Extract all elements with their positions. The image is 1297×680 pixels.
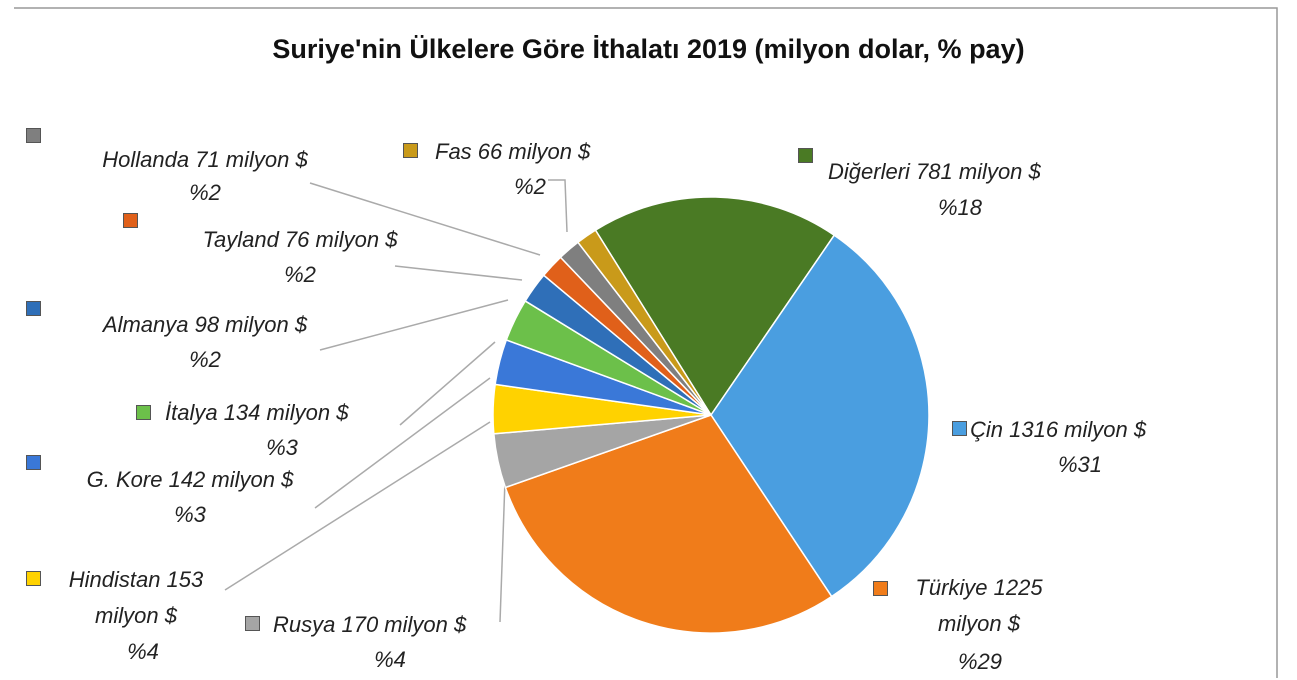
pie-slice: [710, 234, 930, 598]
legend-marker: [798, 148, 813, 163]
share-label: %3: [266, 435, 298, 460]
pie-slice: [576, 229, 712, 416]
share-label: %18: [937, 195, 983, 220]
share-label: %29: [957, 649, 1003, 674]
legend-marker: [26, 128, 41, 143]
data-label: Diğerleri 781 milyon $: [828, 159, 1041, 184]
legend-marker: [245, 616, 260, 631]
legend-marker: [123, 213, 138, 228]
legend-marker: [26, 301, 41, 316]
legend-marker: [136, 405, 151, 420]
data-label: İtalya 134 milyon $: [165, 400, 349, 425]
share-label: %2: [189, 180, 221, 205]
share-label: %4: [127, 639, 159, 664]
share-label: %2: [284, 262, 316, 287]
leader-line: [399, 341, 496, 426]
legend-marker: [403, 143, 418, 158]
leader-line: [548, 179, 568, 233]
legend-marker: [26, 571, 41, 586]
share-label: %2: [514, 174, 546, 199]
legend-marker: [26, 455, 41, 470]
data-label: Çin 1316 milyon $: [970, 417, 1147, 442]
pie-slice: [504, 414, 833, 634]
data-label: Rusya 170 milyon $: [273, 612, 467, 637]
data-label: Hollanda 71 milyon $: [102, 147, 308, 172]
data-label: Hindistan 153 milyon $: [68, 567, 204, 628]
share-label: %4: [374, 647, 406, 672]
share-label: %2: [189, 347, 221, 372]
legend-marker: [873, 581, 888, 596]
data-label: Tayland 76 milyon $: [202, 227, 398, 252]
data-label: Fas 66 milyon $: [435, 139, 591, 164]
leader-line: [499, 479, 506, 623]
leader-line: [309, 182, 541, 256]
legend-marker: [952, 421, 967, 436]
leader-line: [319, 299, 509, 351]
data-label: Almanya 98 milyon $: [102, 312, 308, 337]
share-label: %31: [1057, 452, 1103, 477]
share-label: %3: [174, 502, 206, 527]
chart-title: Suriye'nin Ülkelere Göre İthalatı 2019 (…: [272, 34, 1025, 64]
frame: [14, 7, 1278, 678]
pie-slice: [594, 196, 836, 417]
leader-lines: [224, 179, 568, 623]
data-label: Türkiye 1225 milyon $: [915, 575, 1043, 636]
leader-line: [224, 421, 491, 591]
leader-line: [394, 265, 523, 281]
data-label: G. Kore 142 milyon $: [86, 467, 294, 492]
leader-line: [314, 377, 491, 509]
